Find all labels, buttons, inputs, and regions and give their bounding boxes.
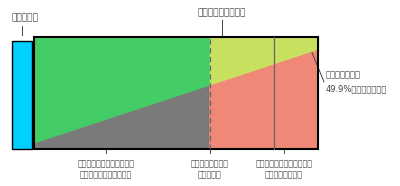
- Polygon shape: [210, 51, 318, 149]
- Bar: [12, 41, 32, 149]
- Text: 本当に獲得したい
新規顧客層: 本当に獲得したい 新規顧客層: [191, 159, 229, 179]
- Polygon shape: [34, 86, 210, 149]
- Text: ウェブ訪問者の: ウェブ訪問者の: [326, 70, 361, 79]
- Text: 帰ってもあまり惜しくない
「とおりすがり」: 帰ってもあまり惜しくない 「とおりすがり」: [256, 159, 312, 179]
- Text: 従来の顧客: 従来の顧客: [12, 13, 39, 22]
- Polygon shape: [34, 37, 210, 144]
- Bar: [12, 41, 32, 149]
- Text: 49.9%は直帰している: 49.9%は直帰している: [326, 85, 387, 94]
- Text: 従来顧客のかなりの部分は
すでにウェブ化している: 従来顧客のかなりの部分は すでにウェブ化している: [78, 159, 134, 179]
- Polygon shape: [210, 37, 318, 86]
- Bar: [34, 37, 318, 149]
- Text: 現在のウェブ訪問者: 現在のウェブ訪問者: [198, 9, 246, 18]
